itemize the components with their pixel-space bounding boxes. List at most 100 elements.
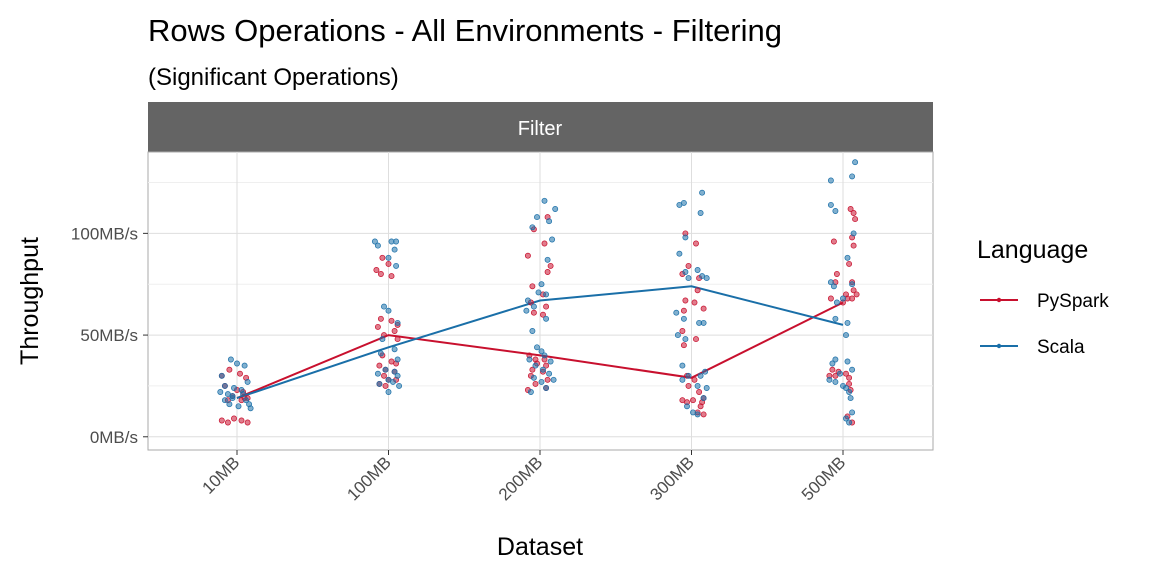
data-point-scala — [541, 197, 548, 204]
data-point-pyspark — [391, 328, 398, 334]
data-point-scala — [530, 374, 537, 381]
data-point-pyspark — [524, 252, 531, 259]
data-point-scala — [532, 362, 539, 369]
data-point-scala — [847, 395, 854, 402]
data-point-scala — [231, 385, 237, 391]
data-point-scala — [385, 254, 392, 261]
data-point-scala — [694, 411, 701, 418]
data-point-pyspark — [850, 210, 857, 216]
x-tick-label: 100MB — [343, 453, 395, 505]
y-axis-title: Throughput — [16, 237, 44, 365]
data-point-scala — [843, 332, 849, 339]
data-point-scala — [391, 368, 398, 375]
data-point-pyspark — [543, 362, 550, 369]
data-point-pyspark — [691, 299, 698, 306]
data-point-scala — [702, 368, 709, 375]
data-point-scala — [226, 401, 233, 408]
data-point-scala — [374, 370, 381, 377]
data-point-scala — [679, 376, 686, 383]
data-point-scala — [234, 360, 240, 367]
data-point-pyspark — [849, 295, 856, 302]
data-point-scala — [699, 189, 706, 196]
data-point-scala — [540, 366, 546, 373]
legend-label: PySpark — [1037, 291, 1109, 312]
data-point-scala — [682, 269, 689, 275]
data-point-scala — [221, 397, 228, 404]
data-point-scala — [538, 281, 545, 288]
data-point-scala — [394, 372, 401, 379]
data-point-scala — [849, 173, 856, 180]
data-point-scala — [243, 397, 250, 404]
data-point-scala — [544, 256, 551, 263]
legend-key-point — [996, 343, 1002, 349]
data-point-scala — [844, 358, 851, 365]
data-point-scala — [382, 366, 389, 373]
data-point-scala — [527, 389, 534, 395]
data-point-pyspark — [376, 362, 383, 369]
data-point-scala — [827, 201, 834, 208]
data-point-scala — [700, 319, 707, 326]
data-point-scala — [394, 319, 401, 326]
data-point-scala — [393, 238, 400, 245]
data-point-scala — [844, 254, 851, 261]
data-point-scala — [546, 218, 553, 225]
data-point-pyspark — [691, 376, 698, 383]
x-axis: 10MB 100MB 200MB 300MB 500MB — [199, 450, 849, 505]
data-point-pyspark — [532, 380, 539, 387]
data-point-scala — [843, 415, 849, 422]
data-point-pyspark — [680, 307, 687, 314]
data-point-scala — [700, 395, 707, 402]
data-point-scala — [549, 236, 556, 243]
data-point-pyspark — [829, 366, 836, 373]
data-point-scala — [674, 332, 681, 339]
legend-key-point — [996, 297, 1002, 303]
data-point-scala — [229, 393, 236, 400]
data-point-scala — [682, 234, 689, 241]
mean-lines — [236, 285, 844, 400]
data-point-scala — [396, 382, 403, 389]
data-point-pyspark — [694, 287, 701, 294]
data-point-pyspark — [693, 240, 699, 247]
data-point-scala — [235, 403, 242, 410]
data-point-pyspark — [226, 366, 233, 373]
data-point-pyspark — [690, 397, 696, 404]
data-point-scala — [679, 362, 686, 369]
data-point-pyspark — [850, 242, 857, 249]
data-point-scala — [524, 297, 531, 304]
data-point-scala — [530, 303, 537, 310]
data-point-scala — [379, 336, 386, 343]
data-point-pyspark — [388, 273, 395, 280]
data-point-pyspark — [685, 262, 692, 269]
data-point-scala — [385, 307, 392, 314]
data-point-scala — [826, 376, 833, 383]
data-point-scala — [682, 336, 689, 343]
data-point-scala — [385, 389, 392, 395]
data-point-pyspark — [846, 380, 853, 387]
facet-strip — [148, 102, 933, 152]
data-point-scala — [694, 382, 701, 389]
data-point-scala — [394, 356, 401, 363]
x-axis-title: Dataset — [497, 533, 583, 561]
data-point-scala — [832, 378, 839, 385]
gridlines — [148, 152, 933, 450]
data-point-scala — [240, 391, 247, 398]
data-point-scala — [703, 385, 710, 391]
y-tick-label: 50MB/s — [80, 326, 138, 345]
data-point-scala — [391, 346, 398, 353]
data-point-scala — [833, 299, 840, 306]
chart-subtitle: (Significant Operations) — [148, 64, 399, 91]
data-point-scala — [703, 275, 710, 282]
facet-strip-label: Filter — [518, 118, 563, 140]
data-point-pyspark — [373, 267, 380, 273]
data-point-scala — [849, 366, 856, 373]
data-point-scala — [685, 275, 692, 282]
data-point-scala — [546, 370, 553, 377]
data-point-pyspark — [529, 283, 536, 290]
series-line-pyspark — [236, 301, 844, 400]
data-point-scala — [697, 372, 704, 379]
data-point-pyspark — [846, 374, 853, 381]
data-point-scala — [538, 348, 545, 355]
data-point-scala — [374, 242, 381, 249]
data-point-scala — [529, 224, 536, 231]
